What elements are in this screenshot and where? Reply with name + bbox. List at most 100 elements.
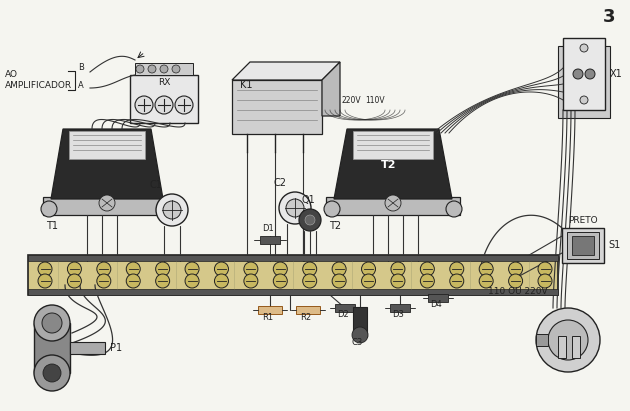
Text: 110 OU 220V: 110 OU 220V [488, 287, 548, 296]
Text: Q1: Q1 [302, 195, 316, 205]
Circle shape [41, 201, 57, 217]
Bar [296, 306, 320, 314]
Circle shape [385, 195, 401, 211]
Bar [572, 336, 580, 358]
Bar [558, 336, 566, 358]
Circle shape [479, 262, 493, 276]
Circle shape [352, 327, 368, 343]
Circle shape [38, 262, 52, 276]
Polygon shape [232, 62, 340, 80]
Circle shape [67, 262, 81, 276]
Circle shape [332, 262, 346, 276]
Circle shape [244, 262, 258, 276]
Polygon shape [334, 129, 452, 199]
Bar [70, 342, 105, 354]
Bar [28, 255, 558, 261]
Text: AO
AMPLIFICADOR: AO AMPLIFICADOR [5, 70, 72, 90]
Circle shape [42, 313, 62, 333]
Text: R1: R1 [262, 313, 273, 322]
Circle shape [324, 201, 340, 217]
Circle shape [172, 65, 180, 73]
Bar [353, 307, 367, 337]
Circle shape [155, 96, 173, 114]
Polygon shape [51, 129, 163, 199]
Circle shape [157, 201, 173, 217]
Bar [232, 80, 322, 134]
Circle shape [450, 262, 464, 276]
Text: T1: T1 [46, 221, 58, 231]
Circle shape [536, 308, 600, 372]
Circle shape [126, 262, 140, 276]
Bar [567, 232, 599, 259]
Text: R2: R2 [300, 313, 311, 322]
Circle shape [538, 274, 552, 288]
Circle shape [273, 262, 287, 276]
Text: T2: T2 [381, 160, 396, 170]
Circle shape [585, 69, 595, 79]
Bar [260, 236, 280, 244]
Circle shape [99, 195, 115, 211]
Circle shape [214, 274, 229, 288]
Circle shape [332, 274, 346, 288]
Text: S1: S1 [608, 240, 621, 250]
Circle shape [362, 262, 375, 276]
Bar [335, 304, 355, 312]
Circle shape [538, 262, 552, 276]
Circle shape [156, 194, 188, 226]
Circle shape [450, 274, 464, 288]
Bar [353, 131, 433, 159]
Bar [562, 228, 604, 263]
Circle shape [126, 274, 140, 288]
Circle shape [67, 274, 81, 288]
Bar [572, 236, 594, 255]
Bar [390, 304, 410, 312]
Bar [43, 197, 171, 215]
Bar [130, 75, 198, 123]
Circle shape [479, 274, 493, 288]
Text: RX: RX [158, 78, 170, 87]
Text: T2: T2 [329, 221, 341, 231]
Circle shape [420, 274, 434, 288]
Circle shape [185, 262, 199, 276]
Circle shape [135, 96, 153, 114]
Bar [69, 131, 145, 159]
Circle shape [305, 215, 315, 225]
Bar [28, 255, 558, 295]
Circle shape [548, 320, 588, 360]
Text: A: A [78, 81, 84, 90]
Circle shape [38, 274, 52, 288]
Text: C3: C3 [352, 338, 363, 347]
Text: PRETO: PRETO [568, 216, 598, 225]
Text: X1: X1 [610, 69, 622, 79]
Bar [558, 46, 610, 118]
Circle shape [34, 305, 70, 341]
Circle shape [446, 201, 462, 217]
Text: P1: P1 [110, 343, 122, 353]
Bar [563, 38, 605, 110]
Text: D3: D3 [392, 310, 404, 319]
Polygon shape [322, 62, 340, 116]
Circle shape [580, 44, 588, 52]
Circle shape [34, 355, 70, 391]
Circle shape [43, 364, 61, 382]
Circle shape [362, 274, 375, 288]
Text: 3: 3 [602, 8, 615, 26]
Text: C2: C2 [273, 178, 286, 188]
Circle shape [273, 274, 287, 288]
Bar [536, 334, 548, 346]
Circle shape [175, 96, 193, 114]
Circle shape [508, 274, 523, 288]
Circle shape [391, 262, 405, 276]
Text: K1: K1 [240, 80, 253, 90]
Text: 110V: 110V [365, 96, 385, 105]
Circle shape [279, 192, 311, 224]
Text: D1: D1 [262, 224, 274, 233]
Bar [326, 197, 460, 215]
Circle shape [302, 274, 317, 288]
Circle shape [580, 96, 588, 104]
Circle shape [97, 274, 111, 288]
Circle shape [420, 262, 434, 276]
Circle shape [214, 262, 229, 276]
Circle shape [136, 65, 144, 73]
Text: B: B [78, 63, 84, 72]
